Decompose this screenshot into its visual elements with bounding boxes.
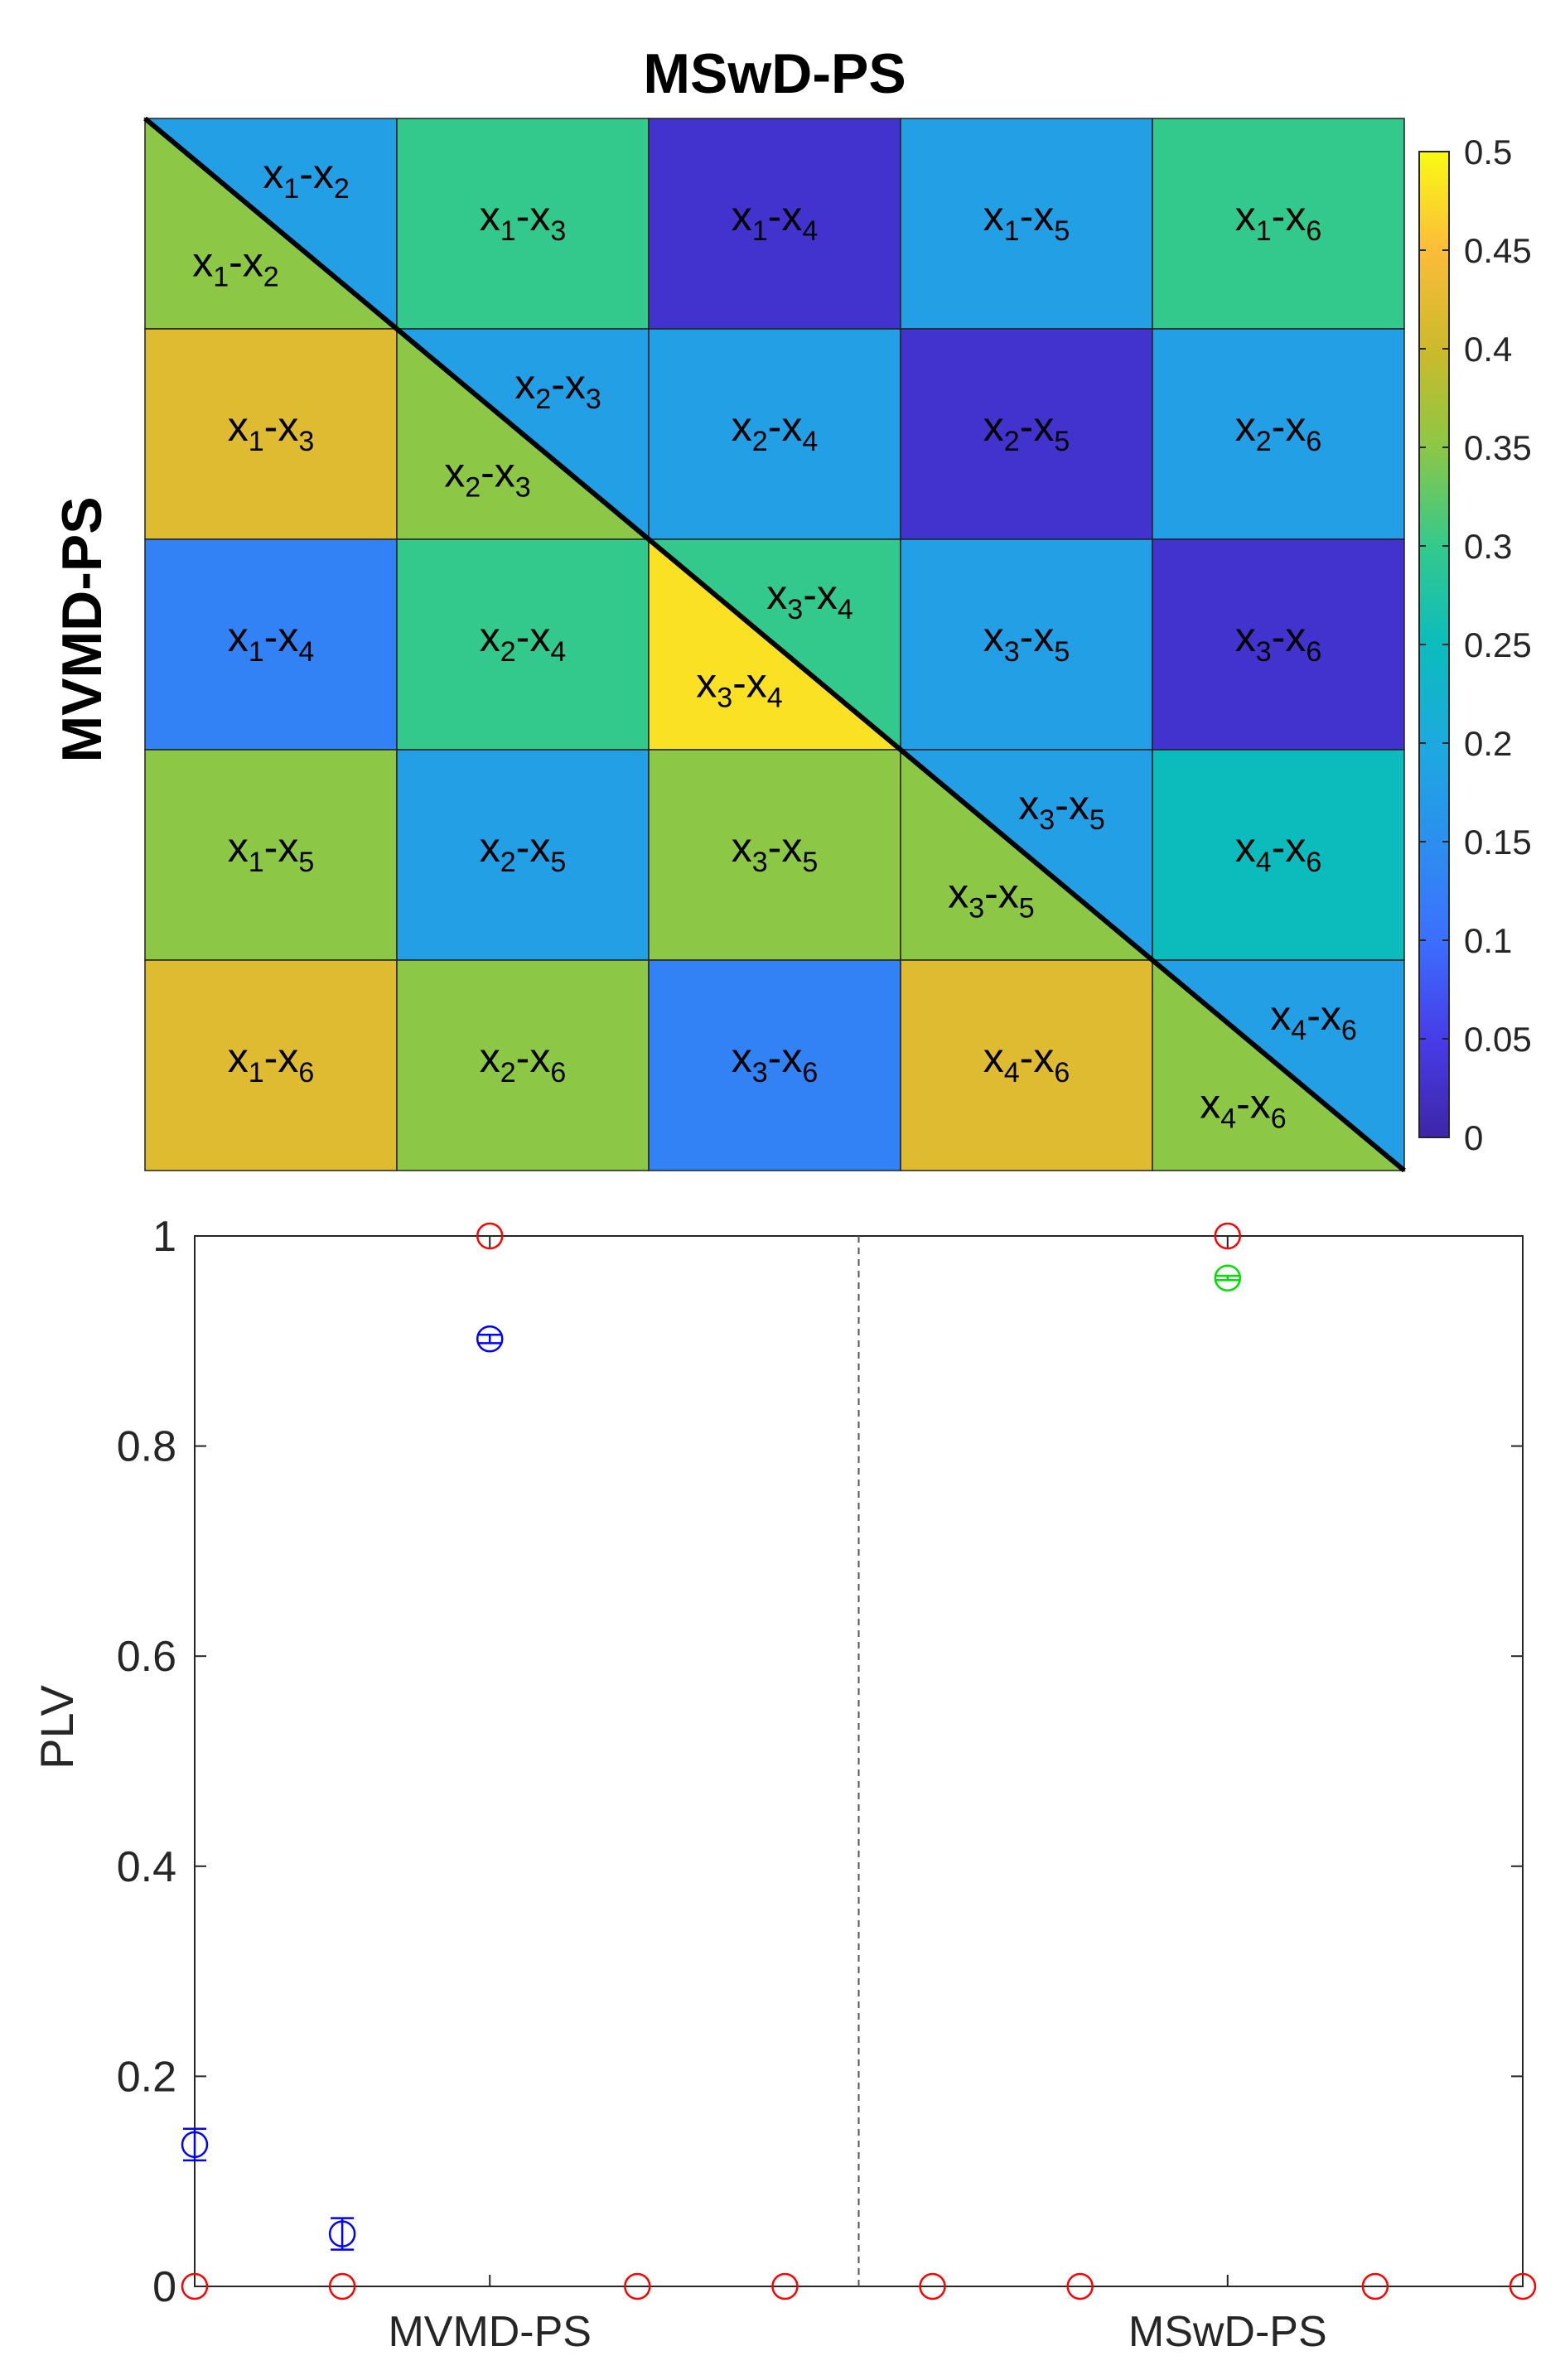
heatmap-cell-label: x2-x4 xyxy=(480,614,567,668)
heatmap-cell-label: x2-x6 xyxy=(1235,403,1322,457)
y-tick-label: 0.6 xyxy=(117,1633,176,1681)
heatmap-cell xyxy=(396,959,650,1171)
heatmap-cell xyxy=(396,538,650,751)
heatmap-cell-label-upper: x4-x6 xyxy=(1270,992,1357,1046)
data-point xyxy=(1509,2272,1537,2300)
heatmap-cell-label: x1-x3 xyxy=(228,403,315,457)
heatmap-cell-label-lower: x3-x5 xyxy=(948,871,1035,924)
heatmap-cell xyxy=(1152,749,1405,961)
heatmap-cell xyxy=(900,118,1153,330)
heatmap-cell xyxy=(900,959,1153,1171)
heatmap-cell xyxy=(648,959,901,1171)
heatmap-cell-label: x2-x5 xyxy=(983,403,1070,457)
heatmap-cell-label: x2-x4 xyxy=(732,403,819,457)
data-point xyxy=(771,2272,799,2300)
heatmap-cell-label: x1-x5 xyxy=(228,824,315,878)
colorbar-tick-label: 0.25 xyxy=(1464,625,1532,664)
x-tick-label: MSwD-PS xyxy=(1128,2308,1327,2356)
heatmap-cell-label: x4-x6 xyxy=(983,1035,1070,1089)
heatmap-cell xyxy=(396,118,650,330)
data-point xyxy=(181,2272,209,2300)
y-tick-label: 1 xyxy=(152,1213,176,1261)
heatmap-cell-label: x3-x6 xyxy=(1235,614,1322,668)
heatmap-cell xyxy=(648,749,901,961)
y-tick-label: 0.4 xyxy=(117,1843,176,1891)
data-point xyxy=(476,1325,504,1353)
heatmap-cell-label: x1-x5 xyxy=(983,193,1070,247)
colorbar-tick-label: 0.45 xyxy=(1464,231,1532,270)
data-point xyxy=(1214,1264,1242,1291)
heatmap-cell-label: x3-x6 xyxy=(732,1035,819,1089)
heatmap-cell-label: x1-x4 xyxy=(732,193,819,247)
colorbar-tick-label: 0.4 xyxy=(1464,330,1512,369)
data-point xyxy=(1214,1222,1242,1250)
scatter-points xyxy=(181,1222,1537,2300)
heatmap-cell xyxy=(900,538,1153,751)
heatmap-cell xyxy=(648,328,901,540)
heatmap-cell-label: x1-x3 xyxy=(480,193,567,247)
colorbar-tick-label: 0.5 xyxy=(1464,133,1512,171)
heatmap-cell-label: x3-x5 xyxy=(983,614,1070,668)
data-point xyxy=(1066,2272,1094,2300)
heatmap-cell-label: x2-x5 xyxy=(480,824,567,878)
y-tick-label: 0.2 xyxy=(117,2053,176,2101)
data-point xyxy=(476,1222,504,1250)
data-point xyxy=(181,2131,209,2159)
y-tick-label: 0.8 xyxy=(117,1423,176,1471)
heatmap-cell-label-upper: x2-x3 xyxy=(514,361,601,415)
colorbar-tick-label: 0.1 xyxy=(1464,921,1512,960)
heatmap-cell-label: x1-x4 xyxy=(228,614,315,668)
heatmap-cell xyxy=(1152,538,1405,751)
colorbar-tick-label: 0.2 xyxy=(1464,724,1512,763)
data-point xyxy=(624,2272,651,2300)
heatmap-cell-label: x4-x6 xyxy=(1235,824,1322,878)
data-point xyxy=(328,2220,356,2247)
data-point xyxy=(1361,2272,1389,2300)
colorbar-tick-label: 0.15 xyxy=(1464,823,1532,862)
heatmap-cell-label: x3-x5 xyxy=(732,824,819,878)
heatmap-cell-label: x1-x6 xyxy=(228,1035,315,1089)
colorbar-tick-label: 0.35 xyxy=(1464,428,1532,467)
heatmap-cell-label: x2-x6 xyxy=(480,1035,567,1089)
heatmap-title: MSwD-PS xyxy=(643,42,906,105)
colorbar-tick-label: 0 xyxy=(1464,1118,1483,1157)
heatmap-cell-label-lower: x1-x2 xyxy=(192,239,279,293)
plv-scatter-chart: 0 0.2 0.4 0.6 0.8 1 MVMD-PS MSwD-PS PLV xyxy=(31,1213,1537,2356)
colorbar: 0 0.05 0.1 0.15 0.2 0.25 0.3 0.35 0.4 0.45 0.5 xyxy=(1418,133,1532,1157)
heatmap-cell-label-lower: x4-x6 xyxy=(1200,1081,1287,1135)
heatmap-cell-labels: x1-x2 x1-x2 x1-x3 x1-x4 x1-x5 x1-x6 x1-x3 x2-x3… xyxy=(143,116,1406,1173)
colorbar-tick-label: 0.3 xyxy=(1464,527,1512,566)
heatmap-cell xyxy=(144,959,398,1171)
heatmap-cell-label-upper: x3-x5 xyxy=(1018,782,1105,836)
scatter-ylabel: PLV xyxy=(31,1685,83,1769)
x-tick-label: MVMD-PS xyxy=(388,2308,592,2356)
heatmap-diagonal xyxy=(143,116,1406,1173)
heatmap-cell xyxy=(1152,328,1405,540)
y-tick-label: 0 xyxy=(152,2263,176,2311)
heatmap-ylabel: MVMD-PS xyxy=(51,496,114,762)
heatmap-cell xyxy=(144,538,398,751)
heatmap-cell-label-lower: x3-x4 xyxy=(696,660,783,714)
colorbar-tick-label: 0.05 xyxy=(1464,1020,1532,1059)
data-point xyxy=(919,2272,946,2300)
heatmap-cell-label-upper: x3-x4 xyxy=(766,572,853,625)
data-point xyxy=(328,2272,356,2300)
heatmap-cell-label-upper: x1-x2 xyxy=(263,151,350,205)
heatmap-cell-label-lower: x2-x3 xyxy=(444,450,531,504)
heatmap-cell-label: x1-x6 xyxy=(1235,193,1322,247)
scatter-axes: 0 0.2 0.4 0.6 0.8 1 MVMD-PS MSwD-PS xyxy=(117,1213,1524,2356)
